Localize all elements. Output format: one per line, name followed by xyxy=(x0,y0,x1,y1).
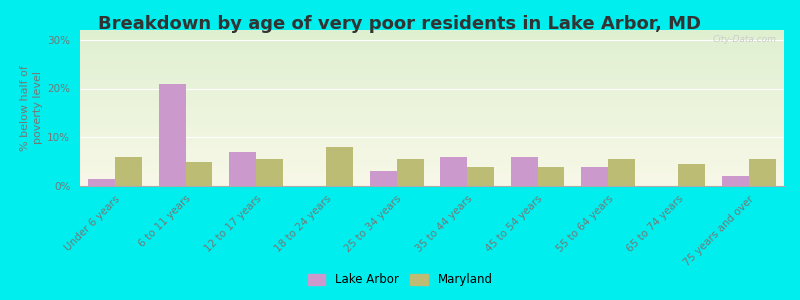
Bar xyxy=(608,159,634,186)
Bar xyxy=(582,167,608,186)
Bar xyxy=(256,159,282,186)
Bar xyxy=(397,159,423,186)
Text: Breakdown by age of very poor residents in Lake Arbor, MD: Breakdown by age of very poor residents … xyxy=(98,15,702,33)
Legend: Lake Arbor, Maryland: Lake Arbor, Maryland xyxy=(302,269,498,291)
Bar xyxy=(538,167,564,186)
Bar xyxy=(115,157,142,186)
Bar xyxy=(230,152,256,186)
Bar xyxy=(370,171,397,186)
Bar xyxy=(722,176,749,186)
Text: City-Data.com: City-Data.com xyxy=(713,35,777,44)
Bar xyxy=(441,157,467,186)
Bar xyxy=(89,179,115,186)
Bar xyxy=(186,162,212,186)
Bar xyxy=(678,164,705,186)
Bar xyxy=(159,84,186,186)
Y-axis label: % below half of
poverty level: % below half of poverty level xyxy=(20,65,43,151)
Bar xyxy=(511,157,538,186)
Bar xyxy=(467,167,494,186)
Bar xyxy=(749,159,775,186)
Bar xyxy=(326,147,353,186)
